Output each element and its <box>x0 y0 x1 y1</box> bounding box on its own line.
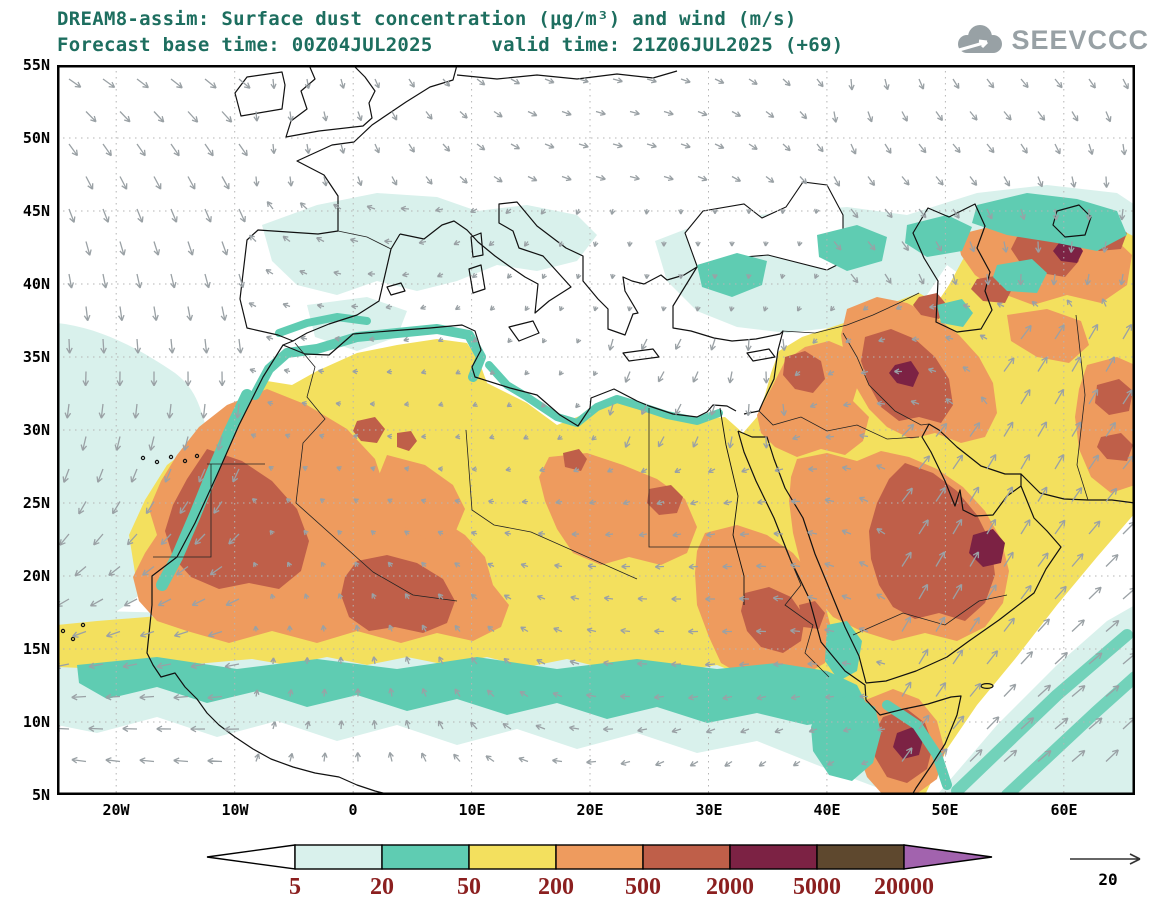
colorbar-label: 2000 <box>706 874 754 900</box>
lon-tick-label: 60E <box>1050 801 1078 819</box>
colorbar-label: 50 <box>457 874 481 900</box>
chart-title: DREAM8-assim: Surface dust concentration… <box>57 8 797 30</box>
lon-tick-label: 0 <box>348 801 358 819</box>
colorbar-arrow-low <box>206 844 296 870</box>
colorbar-legend: 5 20 50 200 500 2000 5000 20000 <box>195 842 1005 904</box>
cloud-logo-icon <box>958 25 1003 53</box>
wind-arrows <box>57 77 1135 767</box>
colorbar-box <box>816 844 905 870</box>
lon-tick-label: 10E <box>458 801 486 819</box>
lat-tick-label: 35N <box>22 348 50 366</box>
colorbar-arrow-high <box>903 844 993 870</box>
wind-reference: 20 <box>1058 845 1158 899</box>
lat-tick-label: 50N <box>22 129 50 147</box>
chart-subtitle: Forecast base time: 00Z04JUL2025 valid t… <box>57 34 844 56</box>
lon-tick-label: 20E <box>576 801 604 819</box>
colorbar-box <box>729 844 818 870</box>
map-frame <box>57 65 1135 795</box>
coastlines <box>60 65 1135 795</box>
country-borders <box>153 230 1089 678</box>
lat-tick-label: 40N <box>22 275 50 293</box>
lon-tick-label: 20W <box>102 801 130 819</box>
lon-tick-label: 50E <box>931 801 959 819</box>
wind-reference-value: 20 <box>1098 870 1117 889</box>
colorbar-label: 5000 <box>793 874 841 900</box>
lat-tick-label: 30N <box>22 421 50 439</box>
logo-text: SEEVCCC <box>1011 24 1149 55</box>
seevccc-logo: SEEVCCC <box>953 22 1149 58</box>
lat-tick-label: 25N <box>22 494 50 512</box>
colorbar-label: 500 <box>625 874 661 900</box>
colorbar-box <box>294 844 383 870</box>
dust-concentration-map <box>57 65 1135 795</box>
wind-reference-arrow-icon <box>1070 853 1141 865</box>
lat-tick-label: 10N <box>22 713 50 731</box>
colorbar-label: 20 <box>370 874 394 900</box>
lat-tick-label: 45N <box>22 202 50 220</box>
lon-tick-label: 30E <box>695 801 723 819</box>
lat-tick-label: 5N <box>31 786 50 804</box>
black-sea <box>684 181 844 271</box>
colorbar-label: 200 <box>538 874 574 900</box>
lat-tick-label: 20N <box>22 567 50 585</box>
colorbar-label: 20000 <box>874 874 934 900</box>
colorbar-box <box>468 844 557 870</box>
colorbar-label: 5 <box>289 874 301 900</box>
lat-tick-label: 55N <box>22 56 50 74</box>
colorbar-box <box>642 844 731 870</box>
lon-tick-label: 10W <box>221 801 249 819</box>
dust-layer-20-50 <box>77 193 1135 795</box>
dust-layer-500-2000 <box>165 221 1133 783</box>
lon-tick-label: 40E <box>813 801 841 819</box>
lat-tick-label: 15N <box>22 640 50 658</box>
colorbar-box <box>555 844 644 870</box>
chart-titles: DREAM8-assim: Surface dust concentration… <box>57 6 844 58</box>
colorbar-box <box>381 844 470 870</box>
